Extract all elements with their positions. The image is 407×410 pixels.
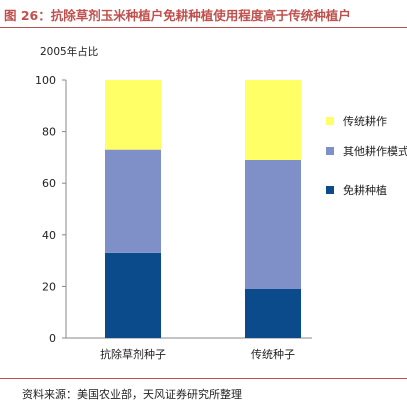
bar-segment (105, 149, 161, 253)
legend-label: 其他耕作模式 (343, 145, 407, 158)
source-note: 资料来源：美国农业部，天风证券研究所整理 (22, 388, 242, 401)
bar-segment (105, 252, 161, 338)
bar-segment (245, 159, 301, 289)
y-tick-label: 80 (42, 126, 56, 139)
legend-swatch (326, 147, 334, 155)
bar-segment (245, 80, 301, 160)
legend-item: 传统耕作 (326, 114, 387, 128)
legend-label: 传统耕作 (343, 115, 387, 128)
chart-title: 图 26：抗除草剂玉米种植户免耕种植使用程度高于传统种植户 (4, 8, 351, 23)
title-bar: 图 26：抗除草剂玉米种植户免耕种植使用程度高于传统种植户 (0, 0, 407, 28)
y-tick-label: 40 (42, 229, 56, 242)
y-tick-label: 20 (42, 280, 56, 293)
legend-item: 其他耕作模式 (326, 144, 407, 158)
legend-swatch (326, 117, 334, 125)
source-divider (0, 378, 407, 379)
bar-segment (245, 288, 301, 338)
stacked-bar-chart: 0 20 40 60 80 100 抗除草剂种子 传统种子 (35, 74, 312, 361)
y-tick-label: 0 (49, 332, 56, 345)
x-tick-label: 抗除草剂种子 (100, 347, 166, 361)
legend-label: 免耕种植 (343, 184, 387, 197)
bar-segment (105, 80, 161, 150)
y-axis-unit-label: 2005年占比 (40, 46, 99, 58)
y-tick-label: 60 (42, 177, 56, 190)
legend-swatch (326, 186, 334, 194)
y-tick-label: 100 (35, 74, 56, 87)
legend-item: 免耕种植 (326, 183, 387, 197)
x-tick-label: 传统种子 (251, 347, 295, 361)
